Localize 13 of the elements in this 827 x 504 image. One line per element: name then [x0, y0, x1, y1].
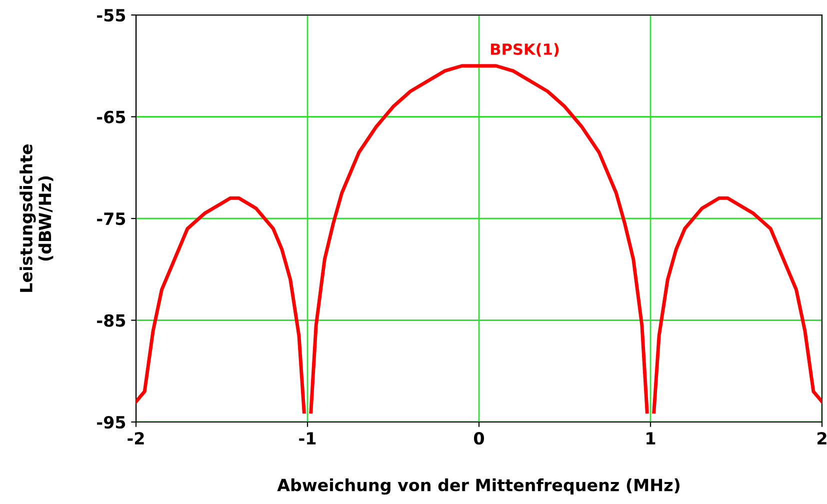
y-axis-title: Leistungsdichte (dBW/Hz)	[20, 144, 54, 292]
series-label: BPSK(1)	[491, 43, 559, 57]
y-tick-label: -85	[97, 314, 126, 327]
y-tick-label: -95	[97, 416, 126, 429]
y-tick-label: -75	[97, 212, 126, 226]
x-axis-title: Abweichung von der Mittenfrequenz (MHz)	[277, 478, 680, 495]
y-tick-label: -55	[97, 9, 126, 22]
x-tick-label: 1	[646, 432, 656, 444]
y-tick-label: -65	[97, 110, 126, 124]
x-tick-label: -2	[128, 432, 144, 444]
x-tick-label: 0	[474, 432, 484, 445]
x-tick-label: -1	[299, 432, 316, 444]
x-tick-label: 2	[818, 432, 826, 444]
